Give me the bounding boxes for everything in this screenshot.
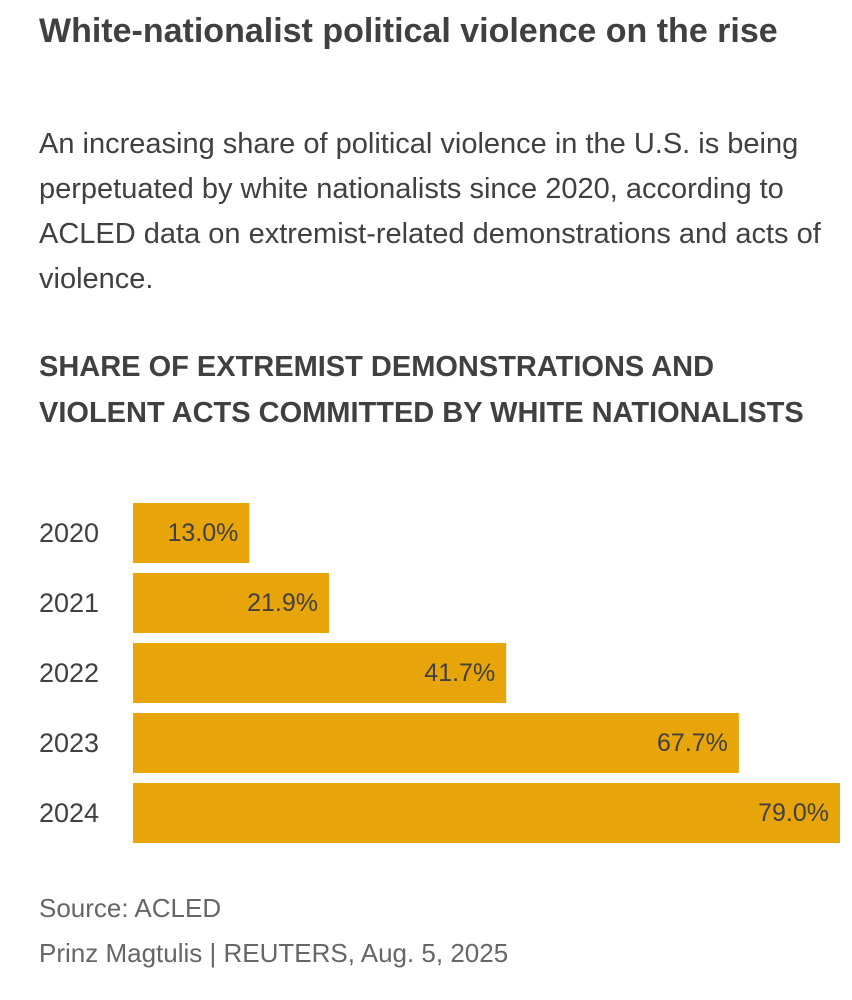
chart-title: SHARE OF EXTREMIST DEMONSTRATIONS AND VI…	[39, 351, 804, 429]
credit-line: Prinz Magtulis | REUTERS, Aug. 5, 2025	[39, 938, 509, 968]
bar-2020	[133, 503, 250, 563]
bar-2023	[133, 713, 739, 773]
bar-chart-svg: 2020 13.0% 2021 21.9% 2022 41.7% 2023 67.7% 2024…	[39, 503, 840, 843]
category-label-2023: 2023	[39, 728, 99, 758]
value-label-2020: 13.0%	[167, 519, 238, 547]
value-label-2024: 79.0%	[758, 799, 829, 827]
bar-2022	[133, 643, 507, 703]
bar-2024	[133, 783, 840, 843]
value-label-2022: 41.7%	[424, 659, 495, 687]
dek-description: An increasing share of political violenc…	[39, 128, 821, 295]
category-label-2020: 2020	[39, 518, 99, 548]
value-label-2021: 21.9%	[247, 589, 318, 617]
category-label-2021: 2021	[39, 588, 99, 618]
headline: White-nationalist political violence on …	[39, 12, 778, 50]
category-label-2024: 2024	[39, 798, 99, 828]
bar-2021	[133, 573, 329, 633]
category-label-2022: 2022	[39, 658, 99, 688]
bar-chart: 2020 13.0% 2021 21.9% 2022 41.7% 2023 67.7% 2024…	[39, 500, 849, 850]
source-note: Source: ACLED	[39, 893, 222, 923]
value-label-2023: 67.7%	[657, 729, 728, 757]
